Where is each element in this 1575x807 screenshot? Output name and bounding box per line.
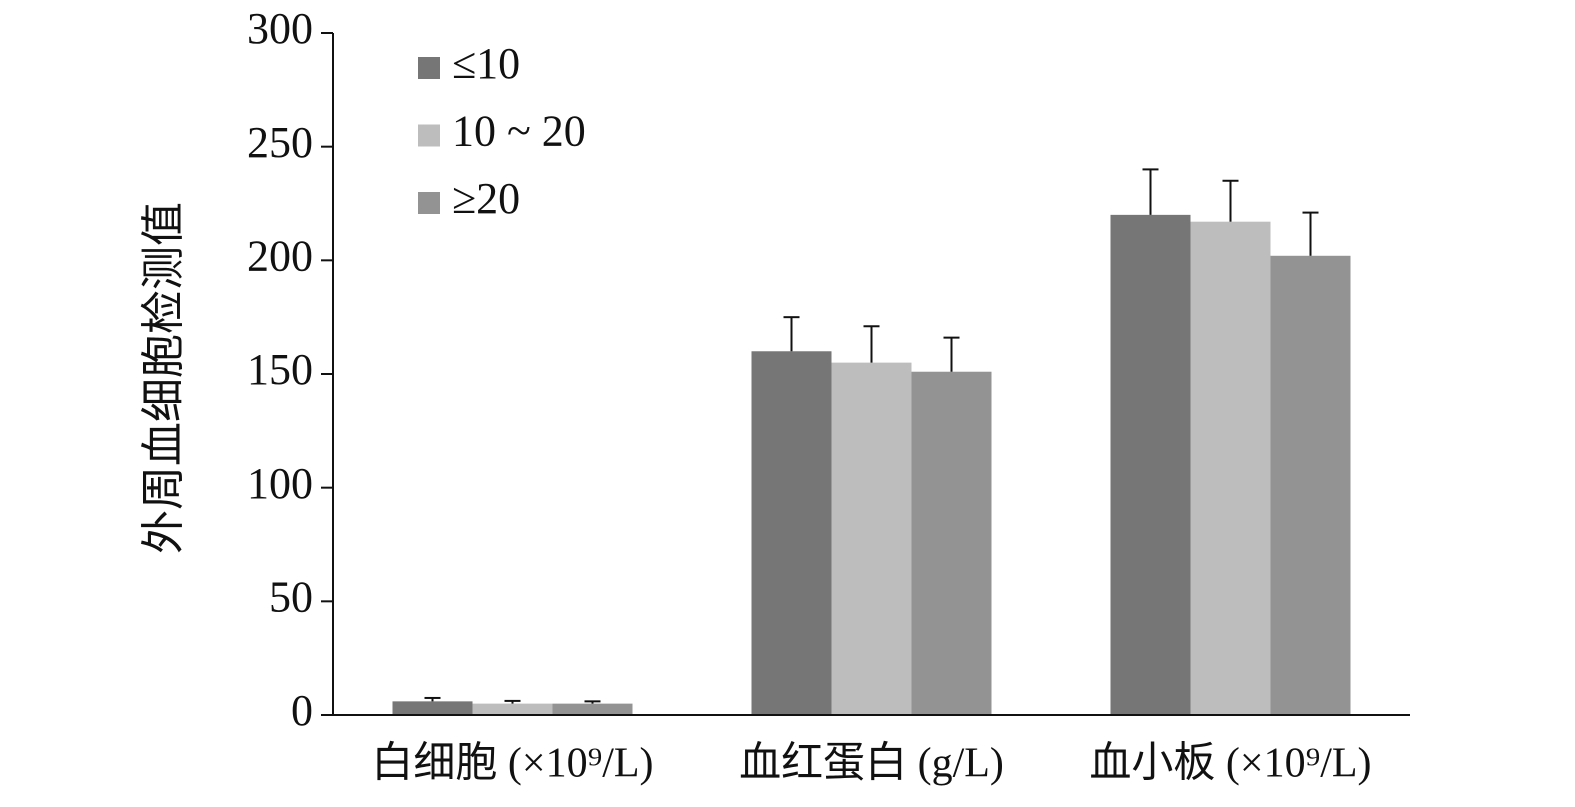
legend-label: ≤10 — [452, 39, 520, 88]
bar — [911, 371, 992, 715]
y-tick-label: 200 — [247, 231, 313, 280]
x-tick-label: 血小板 (×10⁹/L) — [1089, 741, 1371, 787]
bar — [552, 703, 633, 715]
y-tick-label: 0 — [291, 686, 313, 735]
bar — [472, 703, 553, 715]
bar — [1190, 221, 1271, 716]
bar — [1270, 255, 1351, 715]
y-axis-label: 外周血细胞检测值 — [139, 202, 188, 554]
x-tick-label: 血红蛋白 (g/L) — [739, 741, 1004, 787]
legend-swatch — [418, 57, 440, 79]
y-tick-label: 150 — [247, 345, 313, 394]
y-tick-label: 50 — [269, 572, 313, 621]
y-tick-label: 300 — [247, 4, 313, 53]
y-tick-label: 100 — [247, 459, 313, 508]
legend-label: 10 ~ 20 — [452, 107, 586, 156]
bar — [392, 701, 473, 715]
bar — [751, 351, 832, 715]
bar — [1110, 214, 1191, 715]
bar — [831, 362, 912, 715]
y-tick-label: 250 — [247, 118, 313, 167]
legend-swatch — [418, 124, 440, 147]
legend-label: ≥20 — [452, 174, 520, 223]
x-tick-label: 白细胞 (×10⁹/L) — [371, 741, 653, 787]
legend-swatch — [418, 192, 440, 214]
